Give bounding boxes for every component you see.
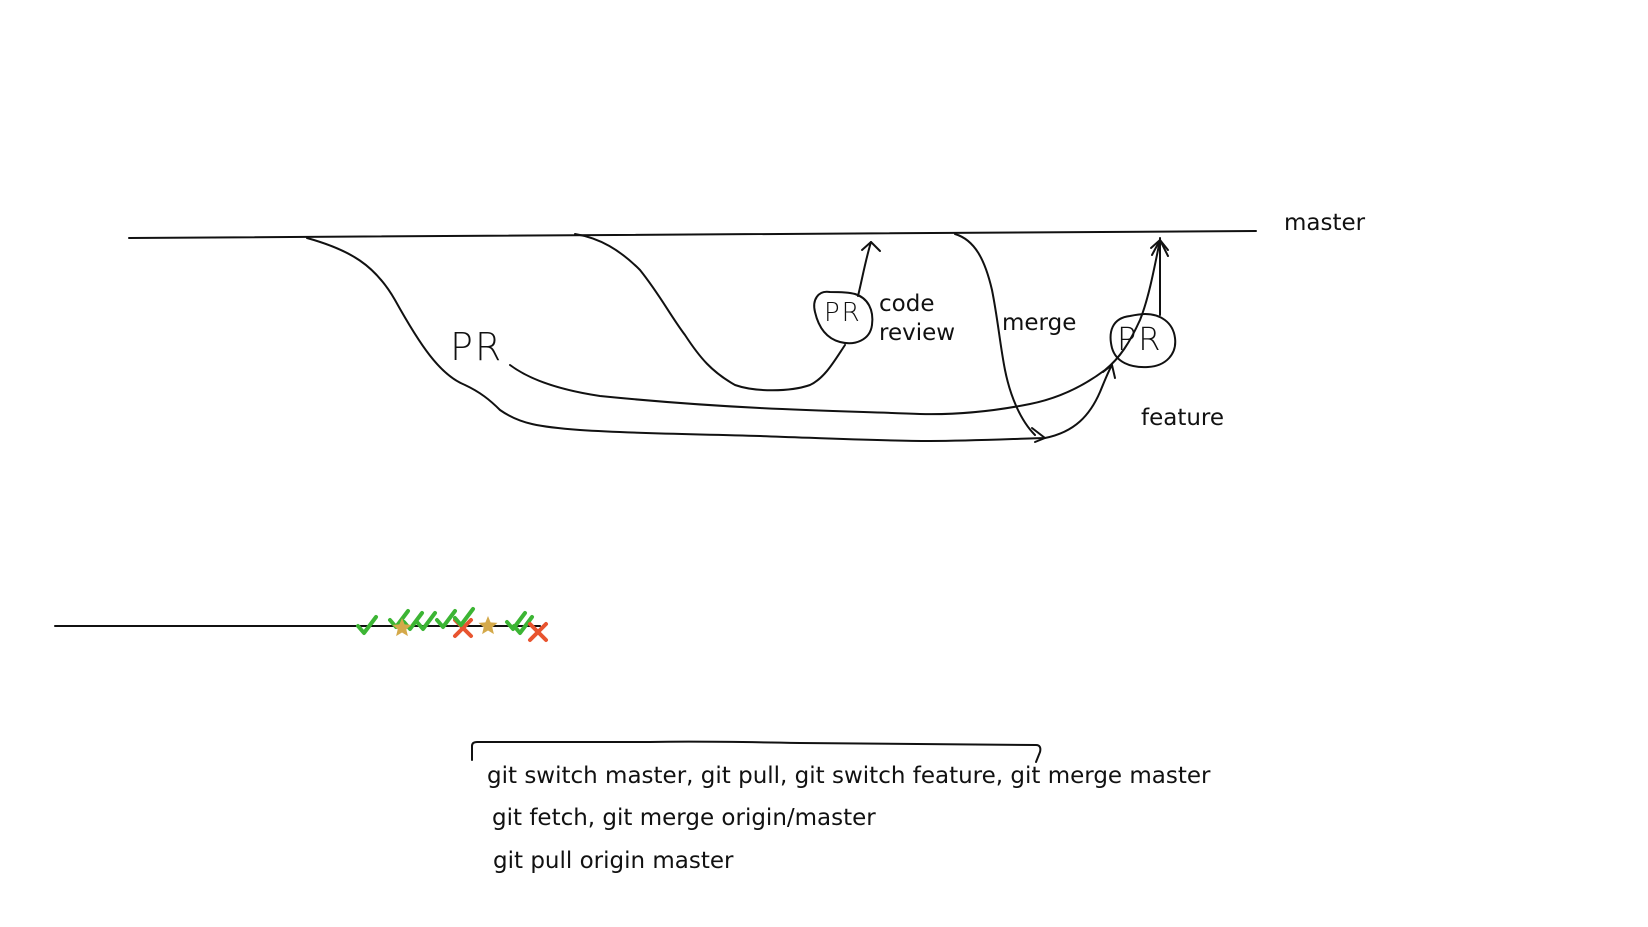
star-icon xyxy=(392,618,412,637)
check-icon xyxy=(435,609,457,629)
check-icon xyxy=(356,615,378,635)
master-label: master xyxy=(1284,210,1366,236)
pr-merge-curve xyxy=(509,239,1161,416)
merge-label: merge xyxy=(1002,310,1077,336)
commands-bracket xyxy=(471,740,1042,763)
status-markers xyxy=(356,607,548,642)
code-review-to-master-arrowhead xyxy=(861,241,881,252)
command-line-2: git fetch, git merge origin/master xyxy=(492,805,876,831)
check-icon xyxy=(453,607,475,627)
feature-to-pr-curve xyxy=(1044,364,1113,439)
pr-to-master-arrowhead xyxy=(1151,239,1169,257)
pr-bubble-1 xyxy=(813,290,874,345)
second-branch-curve xyxy=(574,233,846,392)
check-icon xyxy=(402,611,424,631)
code-review-to-master-line xyxy=(857,241,872,297)
merge-curve xyxy=(954,233,1036,436)
pr-bubble-2 xyxy=(1109,313,1177,369)
cross-icon xyxy=(528,622,548,642)
check-icon xyxy=(505,611,527,631)
pr-handwritten-label: PR xyxy=(450,325,504,369)
check-icon xyxy=(512,615,534,635)
command-line-1: git switch master, git pull, git switch … xyxy=(487,763,1211,789)
command-line-3: git pull origin master xyxy=(493,848,734,874)
check-icon xyxy=(415,611,437,631)
feature-branch-curve xyxy=(306,237,1046,442)
pr-bubble-1-label: PR xyxy=(824,298,862,328)
feature-label: feature xyxy=(1141,405,1225,431)
code-review-label-line2: review xyxy=(879,320,956,346)
star-icon xyxy=(478,616,498,635)
master-branch-line xyxy=(128,230,1257,239)
pr-bubble-2-label: PR xyxy=(1117,320,1163,358)
code-review-label-line1: code xyxy=(879,291,935,317)
